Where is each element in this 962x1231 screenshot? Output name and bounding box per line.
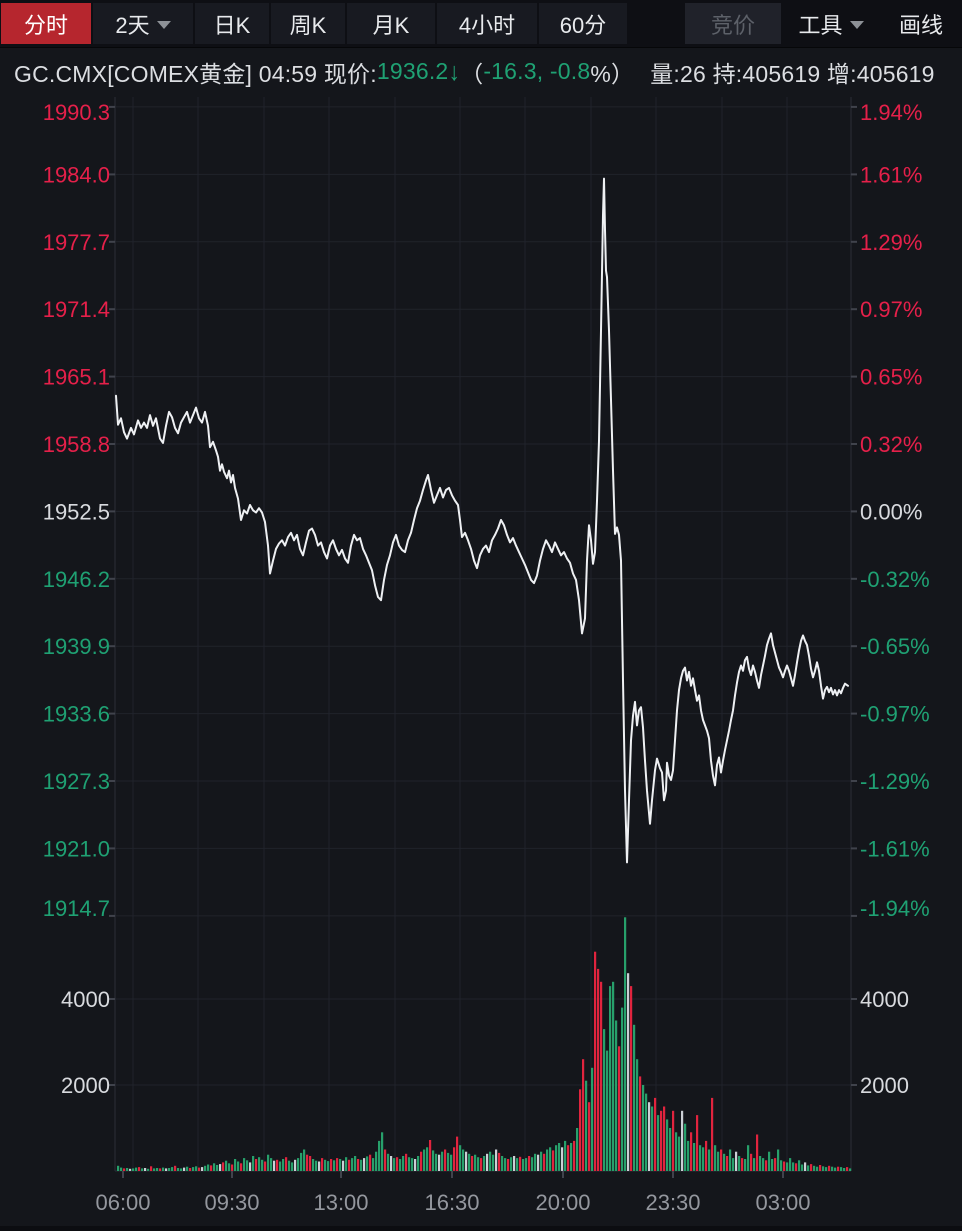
svg-text:-1.94%: -1.94%: [860, 896, 930, 921]
svg-text:-0.97%: -0.97%: [860, 702, 930, 727]
svg-text:1971.4: 1971.4: [43, 297, 110, 322]
svg-text:1965.1: 1965.1: [43, 365, 110, 390]
chart-canvas[interactable]: 1990.3 1984.0 1977.7 1971.4 1965.1 1958.8 1952…: [0, 95, 962, 1226]
svg-text:-1.29%: -1.29%: [860, 769, 930, 794]
svg-text:1946.2: 1946.2: [43, 567, 110, 592]
svg-text:1939.9: 1939.9: [43, 634, 110, 659]
button-draw-line[interactable]: 画线: [881, 3, 961, 44]
tab-60min[interactable]: 60分: [539, 3, 627, 44]
percent-axis-labels: 1.94% 1.61% 1.29% 0.97% 0.65% 0.32% 0.00% -0.32…: [61, 100, 930, 1215]
svg-text:4000: 4000: [860, 987, 909, 1012]
price-volume-chart[interactable]: 1990.3 1984.0 1977.7 1971.4 1965.1 1958.8 1952…: [0, 95, 962, 1226]
svg-text:1984.0: 1984.0: [43, 162, 110, 187]
tab-2day-label: 2天: [115, 12, 150, 38]
svg-text:0.00%: 0.00%: [860, 499, 922, 524]
svg-text:1921.0: 1921.0: [43, 836, 110, 861]
toolbar-spacer: [628, 0, 684, 47]
grid-lines: [115, 97, 851, 1171]
quote-symbol-time: GC.CMX[COMEX黄金] 04:59 现价:: [14, 60, 377, 87]
svg-text:09:30: 09:30: [204, 1190, 259, 1215]
change-paren-open: （: [460, 60, 484, 87]
tab-60min-label: 60分: [559, 12, 607, 38]
button-tools[interactable]: 工具: [783, 3, 879, 44]
svg-text:-1.61%: -1.61%: [860, 836, 930, 861]
svg-text:2000: 2000: [860, 1073, 909, 1098]
tab-4hour[interactable]: 4小时: [437, 3, 537, 44]
svg-text:-0.65%: -0.65%: [860, 634, 930, 659]
svg-text:20:00: 20:00: [535, 1190, 590, 1215]
svg-text:1952.5: 1952.5: [43, 499, 110, 524]
svg-text:23:30: 23:30: [645, 1190, 700, 1215]
current-price: 1936.2: [376, 58, 449, 84]
svg-text:13:00: 13:00: [313, 1190, 368, 1215]
button-auction-label: 竞价: [710, 12, 755, 38]
chevron-down-icon: [849, 21, 864, 29]
tab-weekly-k-label: 周K: [289, 12, 327, 38]
svg-text:16:30: 16:30: [424, 1190, 479, 1215]
svg-text:1933.6: 1933.6: [43, 702, 110, 727]
tab-2day[interactable]: 2天: [93, 3, 193, 44]
tab-daily-k-label: 日K: [213, 12, 251, 38]
svg-text:1977.7: 1977.7: [43, 230, 110, 255]
volume-bars: [117, 917, 852, 1172]
tab-minute[interactable]: 分时: [1, 3, 91, 44]
axis-ticks: [109, 105, 857, 1178]
svg-text:0.65%: 0.65%: [860, 365, 922, 390]
change-value: -16.3, -0.8: [483, 58, 591, 84]
tab-daily-k[interactable]: 日K: [195, 3, 269, 44]
tab-4hour-label: 4小时: [458, 12, 516, 38]
svg-text:06:00: 06:00: [95, 1190, 150, 1215]
svg-text:1958.8: 1958.8: [43, 432, 110, 457]
plot-borders: [114, 97, 852, 1172]
chevron-down-icon: [156, 21, 171, 29]
svg-text:1927.3: 1927.3: [43, 769, 110, 794]
volume-oi-text: 量:26 持:405619 增:405619: [650, 60, 935, 87]
svg-text:1990.3: 1990.3: [43, 100, 110, 125]
chart-period-toolbar: 分时 2天 日K 周K 月K 4小时 60分 竞价 工具 画线: [0, 0, 962, 48]
quote-info-bar: GC.CMX[COMEX黄金] 04:59 现价: 1936.2 ↓ （-16.3, …: [0, 48, 962, 95]
volume-axis-labels: 4000 4000 2000 2000: [61, 987, 909, 1098]
price-axis-labels: 1990.3 1984.0 1977.7 1971.4 1965.1 1958.8 1952…: [43, 100, 930, 1215]
time-axis-labels: 06:00 09:30 13:00 16:30 20:00 23:30 03:00: [95, 1190, 810, 1215]
svg-text:-0.32%: -0.32%: [860, 567, 930, 592]
svg-text:1914.7: 1914.7: [43, 896, 110, 921]
svg-text:1.29%: 1.29%: [860, 230, 922, 255]
price-down-arrow-icon: ↓: [448, 56, 461, 86]
change-paren-close: %）: [590, 60, 635, 87]
button-auction: 竞价: [685, 3, 781, 44]
tab-monthly-k[interactable]: 月K: [347, 3, 435, 44]
svg-text:1.61%: 1.61%: [860, 162, 922, 187]
svg-text:2000: 2000: [61, 1073, 110, 1098]
svg-text:0.32%: 0.32%: [860, 432, 922, 457]
svg-text:03:00: 03:00: [755, 1190, 810, 1215]
svg-text:1.94%: 1.94%: [860, 100, 922, 125]
tab-minute-label: 分时: [23, 12, 68, 38]
button-draw-line-label: 画线: [898, 12, 943, 38]
tab-monthly-k-label: 月K: [372, 12, 410, 38]
svg-text:4000: 4000: [61, 987, 110, 1012]
svg-text:0.97%: 0.97%: [860, 297, 922, 322]
button-tools-label: 工具: [798, 12, 843, 38]
tab-weekly-k[interactable]: 周K: [271, 3, 345, 44]
price-line: [115, 177, 849, 864]
